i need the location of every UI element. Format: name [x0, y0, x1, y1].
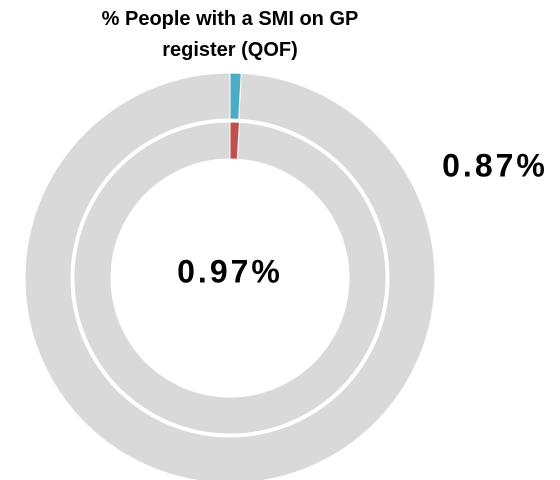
- donut-segment: [229, 121, 241, 160]
- value-label: 0.87%: [442, 147, 548, 183]
- chart-title: % People with a SMI on GP register (QOF): [101, 8, 359, 61]
- ring-remainder: [24, 72, 436, 480]
- value-label: 0.97%: [177, 253, 283, 289]
- donut-segment: [229, 72, 242, 120]
- ring-remainder: [73, 121, 387, 435]
